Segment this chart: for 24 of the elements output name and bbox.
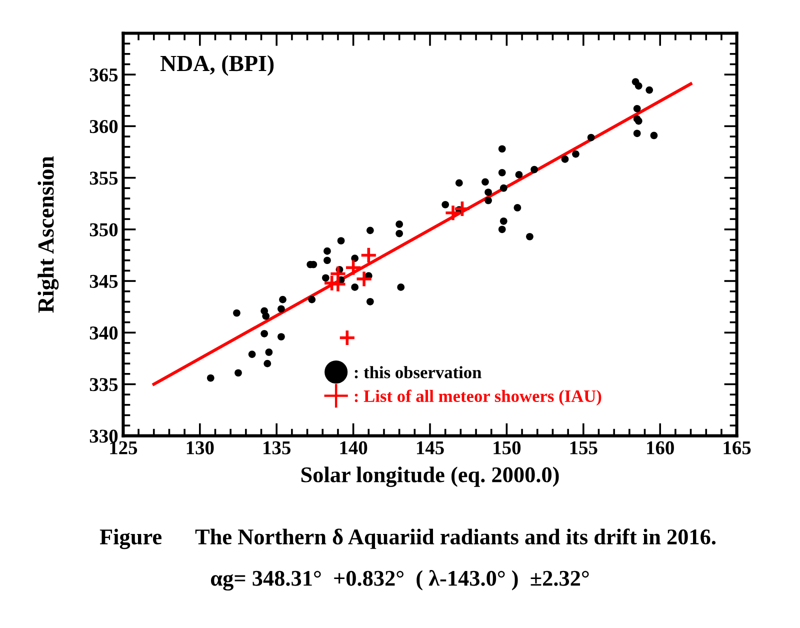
x-tick-label: 135: [264, 441, 290, 454]
x-tick-label: 125: [110, 441, 138, 454]
x-tick-label: 130: [186, 441, 214, 454]
text: Figure The Northern δ Aquariid radiants and its drift in 2016.: [100, 528, 716, 550]
x-tick-label: 160: [647, 441, 674, 454]
text: αg= 348.31° +0.832° ( λ-143.0° ) ±2.32°: [210, 570, 589, 591]
legend-label: : this observation: [354, 366, 482, 378]
x-tick-label: 140: [340, 441, 368, 454]
x-tick-label: 165: [724, 441, 751, 454]
y-tick-label: 345: [90, 274, 118, 288]
x-tick-label: 150: [494, 441, 521, 454]
text: NDA, (BPI): [160, 55, 274, 76]
x-tick-label: 155: [570, 441, 598, 454]
x-axis-title: Solar longitude (eq. 2000.0): [301, 466, 559, 487]
y-tick-label: 340: [90, 326, 118, 340]
y-tick-label: 360: [90, 120, 118, 134]
legend-label: : List of all meteor showers (IAU): [354, 390, 602, 406]
y-tick-label: 365: [90, 68, 118, 82]
x-tick-label: 145: [416, 441, 444, 454]
y-axis-title: Right Ascension: [38, 156, 59, 313]
y-tick-label: 330: [90, 430, 118, 443]
y-tick-label: 350: [90, 223, 118, 236]
y-tick-label: 355: [90, 172, 118, 185]
y-tick-label: 335: [90, 378, 118, 392]
